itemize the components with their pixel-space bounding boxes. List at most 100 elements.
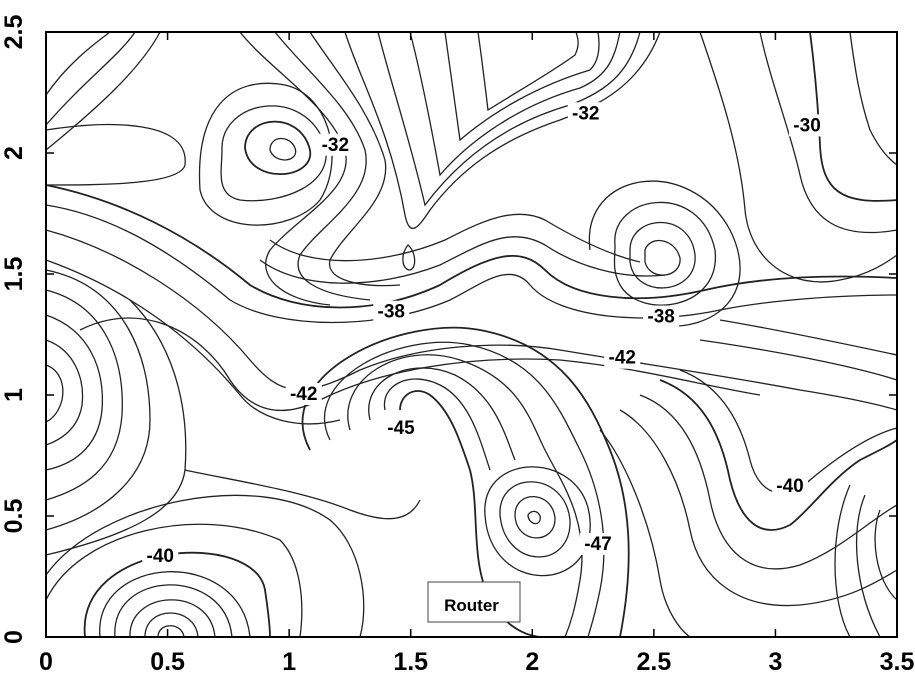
contour-line [699,339,898,381]
contour-label: -38 [378,302,405,323]
contour-label: -45 [387,418,415,439]
contour-line [45,124,186,186]
contour-line [269,137,297,161]
contour-line [45,31,161,151]
contour-line [344,31,661,230]
contour-line [874,509,898,601]
x-tick-label: 0.5 [150,648,185,673]
contour-line [613,201,716,306]
contour-line [309,31,401,287]
contour-line [45,314,104,471]
contour-line [301,326,630,638]
contour-line [198,82,333,226]
contour-line [849,31,898,166]
contour-line [144,612,199,638]
y-tick-label: 1.5 [0,257,28,292]
contour-label-bg [567,102,604,125]
contour-line [444,31,600,142]
contour-line [45,31,111,96]
contour-label-bg [285,383,322,405]
contour-line [644,240,681,276]
contour-line [84,551,271,638]
contour-line [45,289,123,501]
contour-line [157,625,185,638]
contour-line [45,259,341,425]
contour-line [383,378,491,471]
x-tick-label: 2 [525,648,539,673]
contour-line [834,484,851,638]
y-tick-label: 0 [0,630,28,644]
contour-line [855,494,881,638]
contour-line [514,495,556,539]
contour-label-bg [382,416,419,439]
contour-label: -38 [647,307,674,328]
contour-line [45,523,303,638]
contour-label-bg [604,346,641,369]
contour-line [499,481,571,558]
contour-line [368,367,516,461]
x-tick-label: 2.5 [636,648,671,673]
plot-frame [45,31,898,638]
contour-label: -32 [322,135,349,156]
contour-line [477,31,579,112]
contour-labels: -32 -32 -30 -38 -38 -42 -42 -45 -40 -47 -40 [142,102,826,568]
contour-line [527,510,541,525]
contour-line [45,299,187,556]
contour-line [45,229,898,411]
contour-line [45,31,136,126]
contour-line [244,120,311,176]
y-tick-label: 1 [0,388,28,402]
contour-label: -40 [776,476,803,497]
contour-line [409,31,621,177]
contour-line [588,180,741,327]
contour-line [45,269,151,531]
contour-label: -42 [609,348,636,369]
contour-line [274,31,371,301]
contour-line [45,364,64,423]
contour-line [809,31,898,202]
contour-line [239,31,347,306]
contour-line [484,466,591,577]
contour-line [402,244,416,271]
contour-line [45,339,84,446]
contour-line [619,409,898,607]
contour-line [377,31,641,207]
contour-line [184,469,421,520]
contour-label-bg [772,474,809,497]
contour-label-bg [579,533,616,556]
contour-line [639,394,898,570]
contour-line [719,319,898,356]
contour-lines [45,31,898,638]
x-tick-label: 3 [768,648,782,673]
x-tick-label: 1 [282,648,296,673]
contour-label-bg [373,300,410,323]
y-tick-label: 2.5 [0,15,28,50]
router-box [427,581,521,623]
contour-label-bg [789,114,826,137]
contour-label: -42 [290,384,317,405]
contour-label-bg [142,545,179,568]
contour-line [323,341,605,638]
contour-line [45,184,898,309]
router-label: Router [444,596,499,615]
x-tick-label: 3.5 [880,648,915,673]
contour-line [45,494,365,638]
x-tick-label: 1.5 [393,648,428,673]
contour-line [699,31,898,283]
x-tick-label: 0 [39,648,53,673]
contour-label: -47 [584,534,611,555]
contour-label: -32 [572,103,599,124]
contour-line [269,213,641,263]
contour-line [599,429,691,638]
contour-line [114,584,233,638]
contour-line [259,236,666,284]
contour-line [220,105,327,202]
contour-label-bg [317,133,354,156]
y-tick-label: 0.5 [0,499,28,534]
axis-tick-labels: 0 0.5 1 1.5 2 2.5 3 3.5 0 0.5 1 1.5 2 2.5 [0,15,914,673]
contour-line [659,379,898,531]
contour-line [79,317,761,412]
y-tick-label: 2 [0,146,28,160]
contour-line [347,354,583,638]
